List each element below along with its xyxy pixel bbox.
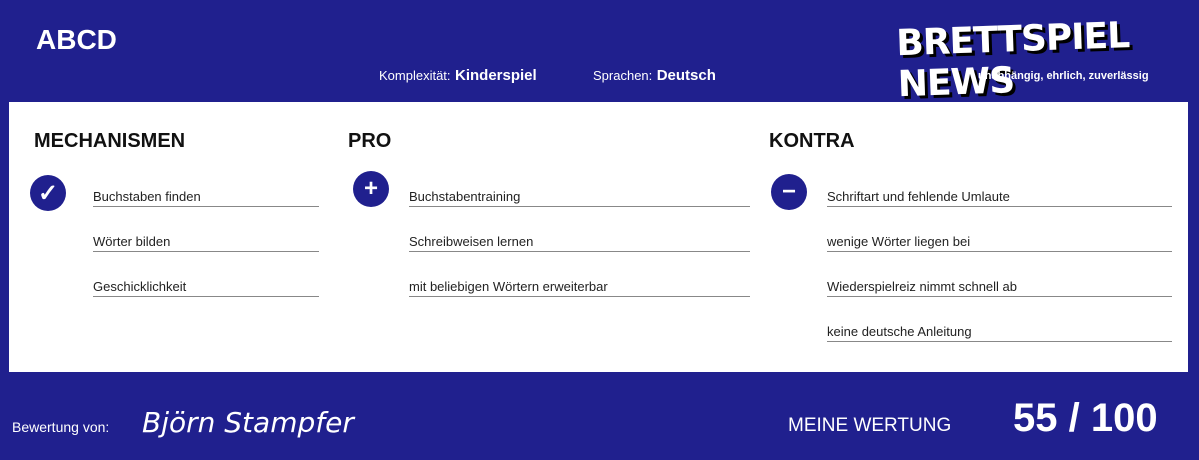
languages: Sprachen: Deutsch [593,67,716,85]
complexity-label: Komplexität: [379,68,451,83]
list-item: Schreibweisen lernen [409,234,750,252]
pro-heading: PRO [348,130,392,152]
mechanisms-heading: MECHANISMEN [34,130,186,152]
tagline: unabhängig, ehrlich, zuverlässig [978,70,1149,82]
check-icon: ✓ [30,175,66,211]
game-title: ABCD [36,24,117,55]
minus-icon: − [771,174,807,210]
list-item: Buchstabentraining [409,189,750,207]
complexity-value: Kinderspiel [455,67,537,84]
list-item: Geschicklichkeit [93,279,319,297]
language-label: Sprachen: [593,68,653,83]
score: 55 / 100 [1013,396,1158,440]
brand-logo: BRETTSPIEL NEWS [895,15,1130,106]
list-item: Wörter bilden [93,234,319,252]
list-item: Buchstaben finden [93,189,319,207]
list-item: Schriftart und fehlende Umlaute [827,189,1172,207]
review-by-label: Bewertung von: [12,419,110,435]
list-item: keine deutsche Anleitung [827,324,1172,342]
list-item: wenige Wörter liegen bei [827,234,1172,252]
complexity: Komplexität: Kinderspiel [379,67,537,85]
contra-heading: KONTRA [769,130,855,152]
author-name: Björn Stampfer [142,406,354,439]
language-value: Deutsch [656,67,716,84]
list-item: mit beliebigen Wörtern erweiterbar [409,279,750,297]
list-item: Wiederspielreiz nimmt schnell ab [827,279,1172,297]
plus-icon: + [353,171,389,207]
rating-label: MEINE WERTUNG [788,415,952,436]
review-panel: MECHANISMEN ✓ Buchstaben finden Wörter b… [9,102,1188,372]
